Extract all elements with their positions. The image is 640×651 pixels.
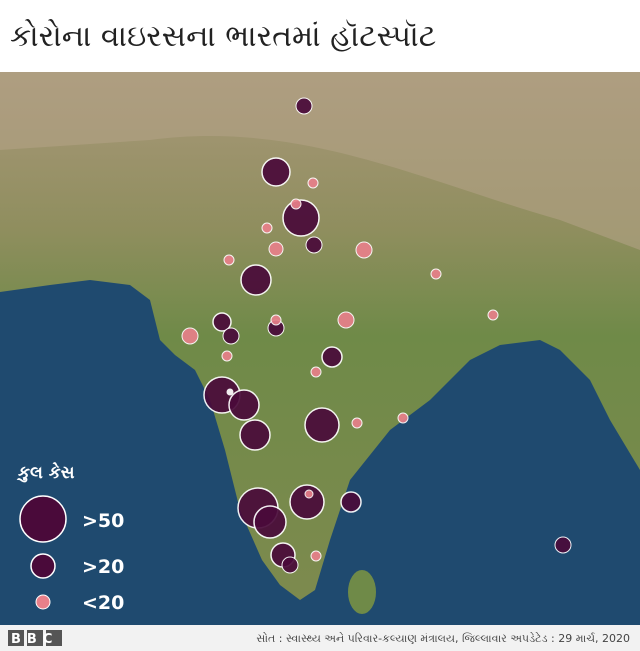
land xyxy=(0,72,640,600)
hotspot xyxy=(212,312,232,332)
footer-bar xyxy=(0,625,640,651)
hotspot xyxy=(270,314,282,326)
logo: BBC xyxy=(11,632,58,647)
legend-symbol xyxy=(19,495,67,543)
legend-label: >50 xyxy=(82,510,124,532)
legend-label: >20 xyxy=(82,556,124,578)
hotspot xyxy=(295,97,313,115)
hotspot xyxy=(181,327,199,345)
hotspot xyxy=(289,484,325,520)
hotspot xyxy=(268,241,284,257)
hotspot xyxy=(226,388,234,396)
hotspot xyxy=(304,489,314,499)
legend-symbol xyxy=(35,594,51,610)
title: કોરોના વાઇરસના ભારતમાં હૉટસ્પૉટ xyxy=(10,19,436,54)
hotspot xyxy=(310,366,322,378)
legend-label: <20 xyxy=(82,592,124,614)
hotspot xyxy=(305,236,323,254)
hotspot xyxy=(351,417,363,429)
source: સોત : સ્વાસ્થ્ય અને પરિવાર-કલ્યાણ મંત્રા… xyxy=(256,632,630,645)
hotspot xyxy=(222,327,240,345)
hotspot xyxy=(554,536,572,554)
hotspot xyxy=(223,254,235,266)
island xyxy=(348,570,376,614)
logo-box xyxy=(46,630,62,646)
hotspot xyxy=(261,222,273,234)
hotspot xyxy=(321,346,343,368)
legend-symbol xyxy=(30,553,56,579)
hotspot xyxy=(487,309,499,321)
hotspot xyxy=(221,350,233,362)
hotspot xyxy=(228,389,260,421)
logo-box xyxy=(8,630,24,646)
hotspot xyxy=(340,491,362,513)
hotspot xyxy=(337,311,355,329)
hotspot xyxy=(240,264,272,296)
hotspot xyxy=(310,550,322,562)
hotspot xyxy=(304,407,340,443)
hotspot xyxy=(239,419,271,451)
hotspot xyxy=(430,268,442,280)
hotspots xyxy=(181,97,572,574)
mountains xyxy=(0,72,640,250)
hotspot xyxy=(290,198,302,210)
hotspot xyxy=(307,177,319,189)
hotspot xyxy=(253,505,287,539)
hotspot xyxy=(355,241,373,259)
hotspot xyxy=(281,556,299,574)
hotspot xyxy=(261,157,291,187)
hotspot xyxy=(282,199,320,237)
hotspot xyxy=(397,412,409,424)
logo-box xyxy=(27,630,43,646)
legend-title: કુલ કેસ xyxy=(17,461,75,483)
